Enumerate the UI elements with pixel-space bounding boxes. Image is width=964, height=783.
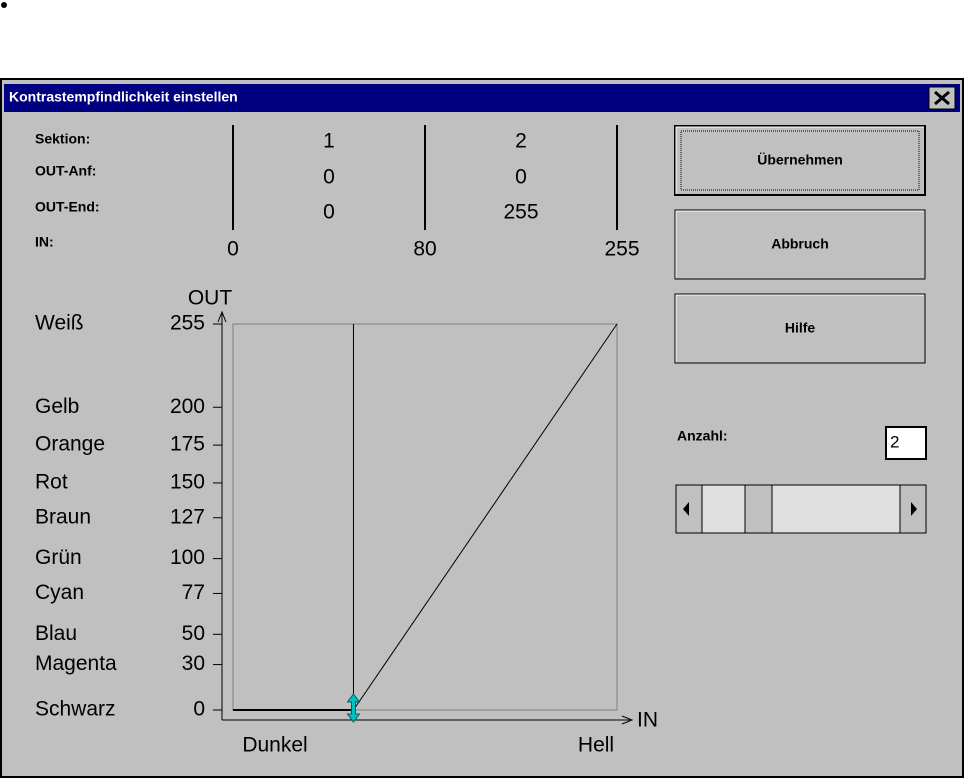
y-tick-label: 100 — [170, 546, 205, 569]
button-bevel[interactable] — [675, 294, 924, 362]
focus-rect[interactable] — [680, 130, 920, 191]
scroll-thumb[interactable] — [744, 484, 773, 534]
boundary-handle[interactable] — [346, 693, 361, 723]
scroll-track[interactable] — [675, 484, 927, 534]
dialog-title: Kontrastempfindlichkeit einstellen — [9, 89, 238, 105]
out-end: 255 — [503, 201, 538, 224]
section-number: 1 — [323, 130, 335, 153]
y-tick-label: 150 — [170, 470, 205, 493]
x-axis — [222, 715, 634, 725]
button-label[interactable]: Übernehmen — [757, 152, 843, 168]
button-label[interactable]: Abbruch — [771, 236, 829, 252]
anzahl-field[interactable] — [885, 426, 927, 460]
color-name: Weiß — [35, 312, 84, 335]
button[interactable] — [674, 209, 926, 280]
out-start: 0 — [323, 166, 335, 189]
out-end: 0 — [323, 201, 335, 224]
x-end-label: Hell — [578, 734, 614, 757]
x-axis-label: IN — [637, 709, 658, 732]
color-name: Grün — [35, 546, 82, 569]
row-label: OUT-Anf: — [35, 163, 96, 179]
color-name: Rot — [35, 470, 68, 493]
close-icon[interactable] — [934, 90, 950, 106]
plot-frame — [232, 323, 618, 711]
anzahl-label: Anzahl: — [677, 428, 728, 444]
in-value: 255 — [604, 238, 639, 261]
anzahl-value[interactable]: 2 — [890, 432, 899, 451]
row-label: Sektion: — [35, 131, 90, 147]
y-tick-label: 127 — [170, 505, 205, 528]
color-name: Magenta — [35, 652, 117, 675]
y-tick-label: 255 — [170, 312, 205, 335]
section-number: 2 — [515, 130, 527, 153]
title-bar — [4, 84, 960, 112]
button-bevel[interactable] — [675, 210, 924, 278]
bullet — [1, 2, 7, 8]
in-value: 80 — [413, 238, 436, 261]
button-bevel[interactable] — [675, 126, 924, 194]
row-label: OUT-End: — [35, 199, 100, 215]
scroll-arrow[interactable] — [683, 502, 689, 516]
color-name: Cyan — [35, 581, 84, 604]
out-start: 0 — [515, 166, 527, 189]
y-tick-label: 175 — [170, 433, 205, 456]
y-tick-label: 30 — [182, 652, 205, 675]
y-tick-label: 200 — [170, 395, 205, 418]
color-name: Orange — [35, 433, 105, 456]
x-start-label: Dunkel — [242, 734, 307, 757]
close-button[interactable] — [928, 86, 956, 110]
y-axis-label: OUT — [188, 287, 233, 310]
color-name: Schwarz — [35, 698, 116, 721]
color-name: Braun — [35, 505, 91, 528]
button-label[interactable]: Hilfe — [785, 320, 816, 336]
y-axis — [217, 310, 227, 720]
color-name: Blau — [35, 622, 77, 645]
scroll-arrow[interactable] — [911, 502, 917, 516]
curve-segment — [353, 323, 618, 711]
row-label: IN: — [35, 234, 54, 250]
in-value: 0 — [227, 238, 239, 261]
y-tick-label: 0 — [193, 698, 205, 721]
y-tick-label: 77 — [182, 581, 205, 604]
button[interactable] — [674, 125, 926, 196]
button[interactable] — [674, 293, 926, 364]
color-name: Gelb — [35, 395, 79, 418]
y-tick-label: 50 — [182, 622, 205, 645]
